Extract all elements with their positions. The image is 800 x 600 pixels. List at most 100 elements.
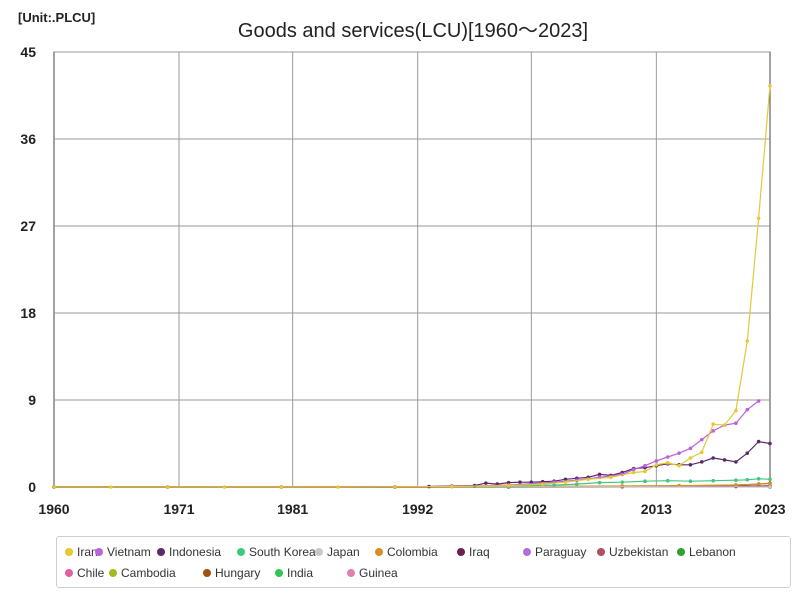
grid-lines [53,51,771,488]
data-point [745,477,750,482]
data-point [665,455,670,459]
legend-item: Paraguay [523,545,586,559]
legend-item: India [275,566,313,580]
legend-item: South Korea [237,545,316,559]
data-point [745,407,750,412]
legend-marker [597,548,605,556]
series-indonesia [52,439,772,489]
data-point [688,462,693,467]
x-axis-ticks: 1960 1971 1981 1992 2002 2013 2023 [38,501,785,517]
y-tick-label: 9 [28,392,36,408]
legend-label: Japan [327,545,360,559]
legend-marker [95,548,103,556]
legend-item: Guinea [347,566,398,580]
legend-label: Iraq [469,545,490,559]
data-point [597,480,602,485]
series-line [54,400,759,488]
legend-item: Colombia [375,545,438,559]
data-point [756,399,761,403]
data-point [643,469,647,474]
data-point [700,450,704,455]
data-point [631,470,636,475]
legend-item: Chile [65,566,104,580]
legend-item: Iran [65,545,98,559]
data-point [677,463,681,468]
legend-marker [237,548,245,556]
data-point [654,462,659,467]
x-tick-label: 1992 [402,501,433,517]
data-point [688,456,693,460]
legend-item: Iraq [457,545,490,559]
data-point [109,485,113,489]
data-point [336,485,340,489]
series-lines [52,84,772,489]
legend-label: Indonesia [169,545,222,559]
legend-item: Indonesia [157,545,221,559]
legend-marker [375,548,383,556]
plot-frame [53,51,771,488]
data-point [654,459,659,463]
legend-label: South Korea [249,545,316,559]
data-point [677,451,681,455]
data-point [165,485,170,489]
legend-marker [677,548,685,556]
x-tick-label: 1971 [163,501,194,517]
legend-item: Uzbekistan [597,545,668,559]
data-point [768,477,772,482]
data-point [643,463,647,468]
data-point [768,485,772,489]
data-point [745,339,750,343]
legend-marker [315,548,323,556]
y-tick-label: 27 [20,218,36,234]
data-point [745,451,750,455]
legend-marker [65,548,73,556]
data-point [722,458,727,462]
legend-item: Lebanon [677,545,736,559]
legend-label: Paraguay [535,545,587,559]
data-point [665,461,670,465]
data-point [756,482,761,486]
data-point [756,476,761,481]
data-point [563,477,568,482]
data-point [518,480,522,484]
data-point [711,422,715,426]
y-axis-ticks: 0 9 18 27 36 45 [20,44,36,495]
data-point [597,472,602,477]
series-colombia [52,481,772,489]
legend-marker [157,548,165,556]
data-point [756,216,761,221]
legend-marker [347,569,355,577]
legend-marker [65,569,73,577]
legend-marker [109,569,117,577]
data-point [574,482,579,486]
legend-marker [523,548,531,556]
data-point [734,460,738,464]
data-point [609,475,613,480]
legend-item: Cambodia [109,566,176,580]
data-point [506,483,511,488]
data-point [768,441,772,446]
data-point [52,485,56,489]
x-tick-label: 2023 [754,501,785,517]
data-point [586,477,590,482]
legend-label: India [287,566,314,580]
y-tick-label: 0 [28,479,36,495]
legend-label: Iran [77,545,98,559]
data-point [449,484,454,489]
data-point [711,429,715,433]
data-point [631,467,636,472]
legend-marker [203,569,211,577]
data-point [563,480,568,484]
series-uzbekistan [52,481,772,489]
data-point [665,478,670,483]
legend-label: Cambodia [121,566,176,580]
data-point [768,84,772,88]
data-point [734,483,738,487]
series-vietnam [52,399,761,489]
series-iran [52,84,772,489]
chart-title: Goods and services(LCU)[1960～2023] [237,20,589,42]
data-point [722,423,727,427]
legend-label: Colombia [387,545,438,559]
data-point [711,456,715,460]
